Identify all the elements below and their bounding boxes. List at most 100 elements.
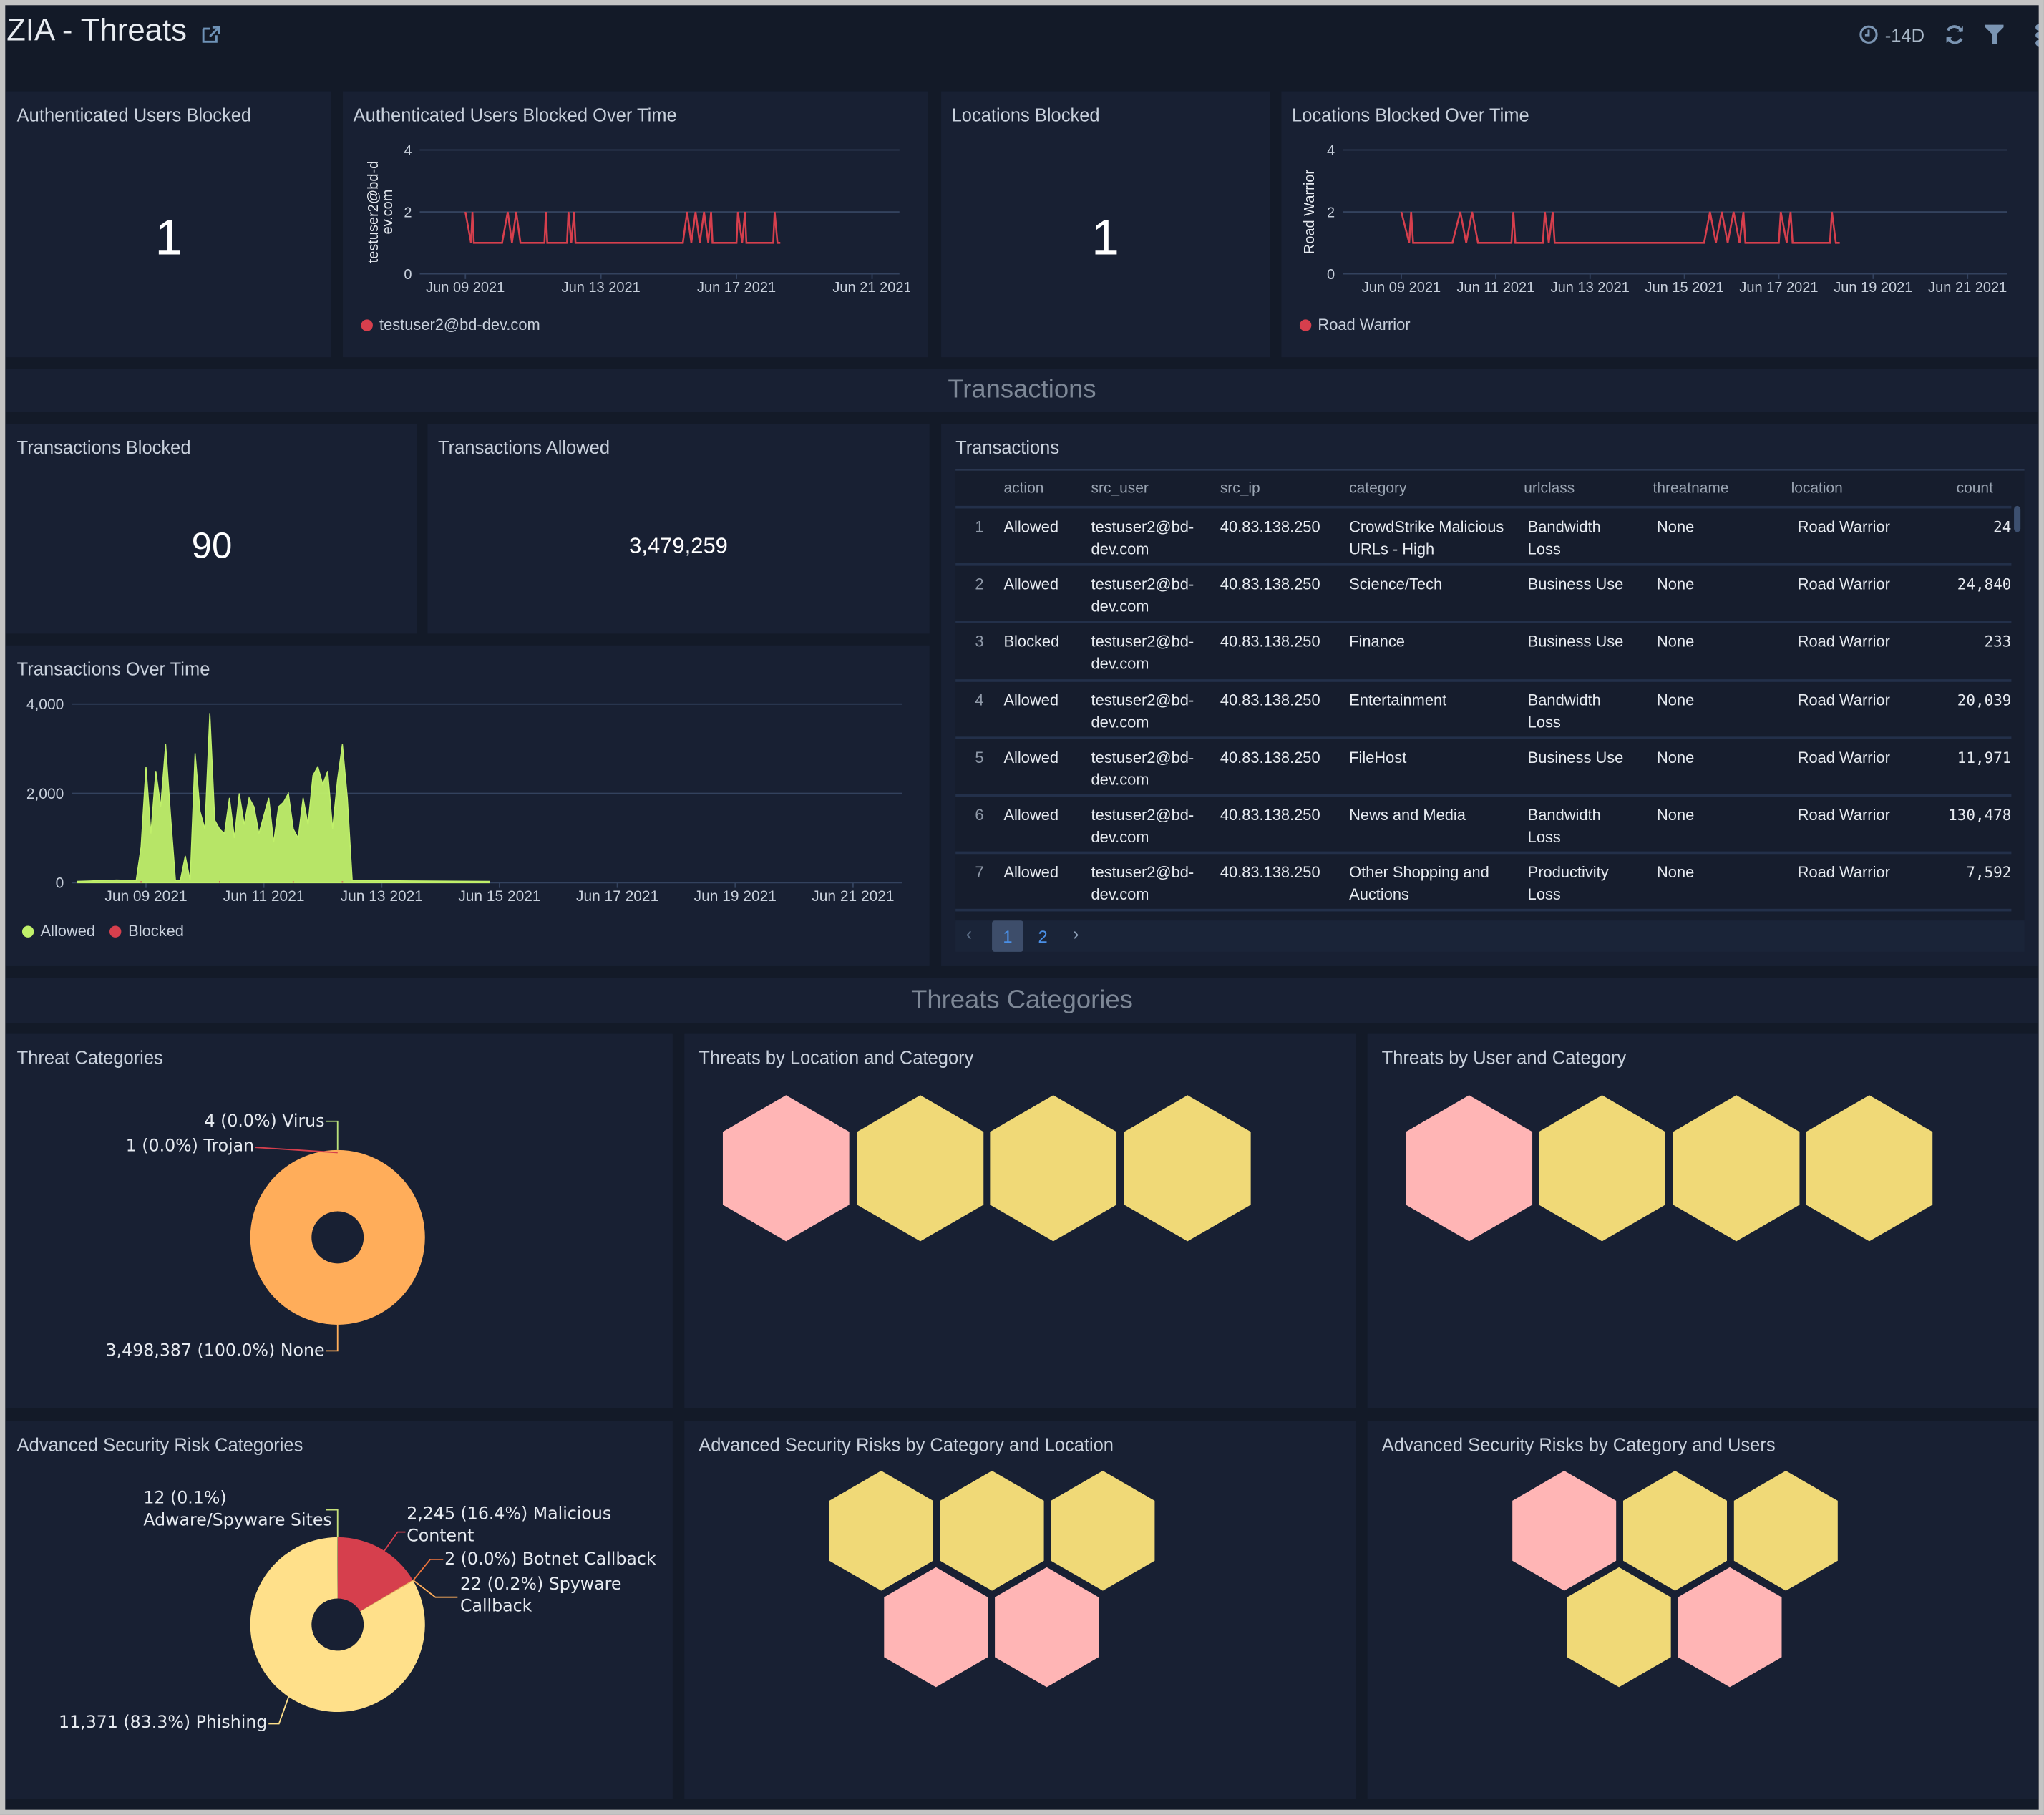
legend-label-blocked[interactable]: Blocked <box>128 922 184 940</box>
legend-label-allowed[interactable]: Allowed <box>40 922 96 940</box>
column-header-action[interactable]: action <box>1003 481 1044 497</box>
data-label-line: 12 (0.1%) <box>143 1488 226 1508</box>
hexagon-cell[interactable] <box>857 1095 984 1242</box>
cell-location: Road Warrior <box>1797 863 1890 882</box>
cell-category: Science/Tech <box>1349 574 1442 596</box>
legend-label[interactable]: testuser2@bd-dev.com <box>379 315 540 334</box>
x-tick-label: Jun 09 2021 <box>1362 280 1441 296</box>
cell-threatname: None <box>1656 805 1695 824</box>
cell-line: testuser2@bd- <box>1091 690 1194 709</box>
locations-over-time-panel: Locations Blocked Over Time Road Warrior <box>1281 91 2038 358</box>
hexagon-cell[interactable] <box>990 1095 1117 1242</box>
page-2-button[interactable]: 2 <box>1038 927 1048 947</box>
x-tick-label: Jun 19 2021 <box>1834 280 1912 296</box>
hexagon-cell[interactable] <box>829 1470 933 1591</box>
data-label-line: Content <box>407 1525 474 1545</box>
cell-src_user: testuser2@bd-dev.com <box>1091 574 1194 618</box>
cell-location: Road Warrior <box>1797 748 1890 767</box>
cell-line: Bandwidth <box>1527 805 1601 824</box>
column-header-src_user[interactable]: src_user <box>1091 481 1149 497</box>
series-line <box>1400 211 1840 244</box>
section-header-transactions: Transactions <box>6 369 2038 412</box>
hexagon-cell[interactable] <box>1673 1095 1800 1242</box>
table-row[interactable]: 3 Blocked testuser2@bd-dev.com 40.83.138.25… <box>955 621 2012 681</box>
page-1-button[interactable]: 1 <box>992 920 1023 952</box>
column-header-category[interactable]: category <box>1349 481 1407 497</box>
data-label: 2,245 (16.4%) Malicious Content <box>407 1503 611 1545</box>
table-row-clipped[interactable] <box>955 909 2012 923</box>
cell-action: Blocked <box>1003 633 1060 651</box>
leader-line <box>255 1147 338 1154</box>
hexagon-cell[interactable] <box>940 1470 1044 1591</box>
slice-malicious-content <box>337 1537 413 1612</box>
next-page-icon[interactable]: › <box>1073 923 1079 944</box>
hexagon-cell[interactable] <box>1733 1470 1838 1591</box>
cell-line: dev.com <box>1091 827 1149 847</box>
column-header-count[interactable]: count <box>1956 481 1993 497</box>
dashboard-title: ZIA - Threats <box>6 13 187 49</box>
filter-icon[interactable] <box>1984 24 2005 46</box>
cell-src_user: testuser2@bd-dev.com <box>1091 631 1194 676</box>
share-icon[interactable] <box>200 24 221 44</box>
column-header-src_ip[interactable]: src_ip <box>1220 481 1260 497</box>
data-label: 2 (0.0%) Botnet Callback <box>444 1549 656 1569</box>
data-label-line: Adware/Spyware Sites <box>143 1510 331 1530</box>
panel-title: Authenticated Users Blocked <box>16 104 252 125</box>
table-row[interactable]: 4 Allowed testuser2@bd-dev.com 40.83.138.25… <box>955 678 2012 739</box>
x-tick-label: Jun 11 2021 <box>1457 280 1535 296</box>
hexagon-cell[interactable] <box>1539 1095 1665 1242</box>
table-row[interactable]: 2 Allowed testuser2@bd-dev.com 40.83.138.25… <box>955 563 2012 623</box>
x-tick-label: Jun 19 2021 <box>694 888 777 905</box>
prev-page-icon[interactable]: ‹ <box>965 923 973 944</box>
cell-src_ip: 40.83.138.250 <box>1220 575 1320 594</box>
cell-line: Loss <box>1527 885 1561 904</box>
panel-title: Advanced Security Risk Categories <box>16 1434 303 1456</box>
table-row[interactable]: 1 Allowed testuser2@bd-dev.com 40.83.138.25… <box>955 505 2012 566</box>
hexagon-cell[interactable] <box>1567 1567 1671 1688</box>
table-scrollbar[interactable] <box>2014 505 2021 532</box>
cell-action: Allowed <box>1003 517 1059 536</box>
hexagon-cell[interactable] <box>722 1095 850 1242</box>
y-tick-label: 2 <box>1327 205 1335 220</box>
table-row[interactable]: 6 Allowed testuser2@bd-dev.com 40.83.138.25… <box>955 794 2012 854</box>
cell-urlclass: Bandwidth Loss <box>1528 689 1601 734</box>
hexagon-cell[interactable] <box>1051 1470 1155 1591</box>
y-axis-label-line: testuser2@bd-d <box>366 161 381 263</box>
data-label-line: 2,245 (16.4%) Malicious <box>407 1503 611 1523</box>
panel-title: Authenticated Users Blocked Over Time <box>353 104 677 125</box>
hexagon-cell[interactable] <box>995 1567 1099 1688</box>
hexagon-cell[interactable] <box>884 1567 988 1688</box>
table-row[interactable]: 5 Allowed testuser2@bd-dev.com 40.83.138.25… <box>955 736 2012 797</box>
cell-action: Allowed <box>1003 690 1059 709</box>
column-header-threatname[interactable]: threatname <box>1653 481 1729 497</box>
adv-risk-categories-panel: Advanced Security Risk Categories <box>6 1421 673 1800</box>
chart-auth_users_over_time: 0 2 4 Jun 09 2021 Jun 13 2021 Jun 17 2021 Jun … <box>366 143 910 296</box>
row-index: 4 <box>975 690 984 709</box>
legend-dot <box>361 319 373 331</box>
hexagon-cell[interactable] <box>1124 1095 1251 1242</box>
hexagon-cell[interactable] <box>1678 1567 1782 1688</box>
cell-line: Business Use <box>1527 633 1624 651</box>
y-tick-label: 4 <box>1327 143 1335 159</box>
legend-label[interactable]: Road Warrior <box>1318 315 1411 334</box>
cell-urlclass: Business Use <box>1528 631 1624 653</box>
hexagon-cell[interactable] <box>1406 1095 1533 1242</box>
hexagon-cell[interactable] <box>1512 1470 1617 1591</box>
cell-line: CrowdStrike Malicious <box>1349 517 1504 536</box>
column-header-location[interactable]: location <box>1791 481 1843 497</box>
hexagon-cell[interactable] <box>1806 1095 1933 1242</box>
cell-line: dev.com <box>1091 885 1149 904</box>
data-label: 22 (0.2%) Spyware Callback <box>460 1574 621 1616</box>
refresh-icon[interactable] <box>1944 24 1966 46</box>
data-label-line: Callback <box>460 1596 532 1616</box>
cell-action: Allowed <box>1003 575 1059 594</box>
time-range-button[interactable]: -14D <box>1884 24 1925 46</box>
legend-dot-allowed <box>21 925 34 938</box>
cell-category: Entertainment <box>1349 689 1446 711</box>
cell-urlclass: Business Use <box>1528 747 1624 769</box>
clock-icon[interactable] <box>1859 25 1878 44</box>
column-header-urlclass[interactable]: urlclass <box>1524 481 1575 497</box>
table-row[interactable]: 7 Allowed testuser2@bd-dev.com 40.83.138.25… <box>955 851 2012 912</box>
hexagon-cell[interactable] <box>1623 1470 1727 1591</box>
